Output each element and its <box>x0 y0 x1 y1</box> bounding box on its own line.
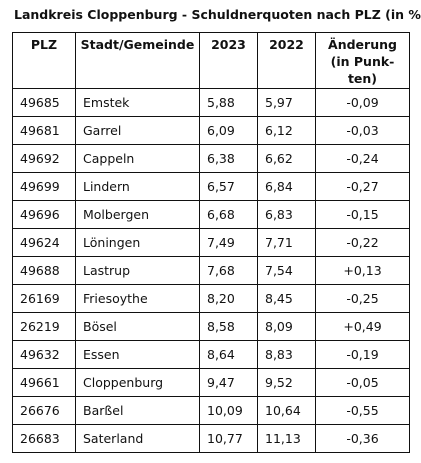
cell-plz: 49661 <box>12 368 76 397</box>
cell-2023: 6,68 <box>199 200 258 229</box>
header-plz: PLZ <box>12 32 76 89</box>
cell-plz: 49699 <box>12 172 76 201</box>
cell-2022: 6,12 <box>257 116 316 145</box>
cell-change: -0,27 <box>315 172 410 201</box>
header-city: Stadt/Gemeinde <box>75 32 200 89</box>
cell-city: Essen <box>75 340 200 369</box>
cell-2022: 8,09 <box>257 312 316 341</box>
cell-2023: 10,09 <box>199 396 258 425</box>
cell-change: -0,25 <box>315 284 410 313</box>
table-row: 26683 Saterland 10,77 11,13 -0,36 <box>12 424 410 453</box>
cell-plz: 49681 <box>12 116 76 145</box>
cell-change: -0,22 <box>315 228 410 257</box>
cell-city: Cloppenburg <box>75 368 200 397</box>
cell-change: -0,24 <box>315 144 410 173</box>
cell-plz: 26676 <box>12 396 76 425</box>
cell-2023: 6,09 <box>199 116 258 145</box>
cell-plz: 26169 <box>12 284 76 313</box>
table-row: 26676 Barßel 10,09 10,64 -0,55 <box>12 396 410 425</box>
cell-2023: 7,49 <box>199 228 258 257</box>
cell-city: Garrel <box>75 116 200 145</box>
table-row: 26169 Friesoythe 8,20 8,45 -0,25 <box>12 284 410 313</box>
cell-2022: 6,83 <box>257 200 316 229</box>
cell-2022: 5,97 <box>257 88 316 117</box>
cell-city: Löningen <box>75 228 200 257</box>
header-change: Änderung (in Punk-ten) <box>315 32 410 89</box>
cell-city: Cappeln <box>75 144 200 173</box>
cell-2023: 8,58 <box>199 312 258 341</box>
cell-plz: 49688 <box>12 256 76 285</box>
debtor-quota-table: PLZ Stadt/Gemeinde 2023 2022 Änderung (i… <box>12 32 410 453</box>
table-row: 49699 Lindern 6,57 6,84 -0,27 <box>12 172 410 201</box>
cell-plz: 49624 <box>12 228 76 257</box>
cell-2023: 6,38 <box>199 144 258 173</box>
cell-2023: 10,77 <box>199 424 258 453</box>
cell-2022: 7,54 <box>257 256 316 285</box>
cell-2023: 9,47 <box>199 368 258 397</box>
cell-plz: 49632 <box>12 340 76 369</box>
cell-2022: 8,45 <box>257 284 316 313</box>
cell-plz: 26683 <box>12 424 76 453</box>
cell-2022: 9,52 <box>257 368 316 397</box>
header-row: PLZ Stadt/Gemeinde 2023 2022 Änderung (i… <box>12 32 410 89</box>
table-row: 49632 Essen 8,64 8,83 -0,19 <box>12 340 410 369</box>
table-row: 49681 Garrel 6,09 6,12 -0,03 <box>12 116 410 145</box>
cell-change: -0,36 <box>315 424 410 453</box>
cell-2023: 7,68 <box>199 256 258 285</box>
table-title: Landkreis Cloppenburg - Schuldnerquoten … <box>14 7 421 22</box>
cell-change: -0,09 <box>315 88 410 117</box>
cell-2022: 6,62 <box>257 144 316 173</box>
cell-change: -0,03 <box>315 116 410 145</box>
table-body: 49685 Emstek 5,88 5,97 -0,09 49681 Garrel 6,09 6… <box>12 88 410 453</box>
cell-change: +0,49 <box>315 312 410 341</box>
cell-plz: 49692 <box>12 144 76 173</box>
cell-change: -0,19 <box>315 340 410 369</box>
cell-change: -0,15 <box>315 200 410 229</box>
cell-2022: 11,13 <box>257 424 316 453</box>
table-row: 49624 Löningen 7,49 7,71 -0,22 <box>12 228 410 257</box>
cell-city: Emstek <box>75 88 200 117</box>
header-2023: 2023 <box>199 32 258 89</box>
cell-change: +0,13 <box>315 256 410 285</box>
cell-change: -0,05 <box>315 368 410 397</box>
table-row: 49685 Emstek 5,88 5,97 -0,09 <box>12 88 410 117</box>
cell-2022: 6,84 <box>257 172 316 201</box>
cell-city: Saterland <box>75 424 200 453</box>
table-row: 49661 Cloppenburg 9,47 9,52 -0,05 <box>12 368 410 397</box>
cell-plz: 49696 <box>12 200 76 229</box>
cell-2023: 6,57 <box>199 172 258 201</box>
cell-plz: 26219 <box>12 312 76 341</box>
cell-city: Friesoythe <box>75 284 200 313</box>
header-2022: 2022 <box>257 32 316 89</box>
cell-city: Bösel <box>75 312 200 341</box>
cell-city: Lindern <box>75 172 200 201</box>
cell-2022: 7,71 <box>257 228 316 257</box>
cell-2022: 8,83 <box>257 340 316 369</box>
table-row: 49688 Lastrup 7,68 7,54 +0,13 <box>12 256 410 285</box>
cell-2022: 10,64 <box>257 396 316 425</box>
cell-plz: 49685 <box>12 88 76 117</box>
cell-city: Barßel <box>75 396 200 425</box>
table-row: 49692 Cappeln 6,38 6,62 -0,24 <box>12 144 410 173</box>
cell-city: Molbergen <box>75 200 200 229</box>
table-row: 26219 Bösel 8,58 8,09 +0,49 <box>12 312 410 341</box>
cell-2023: 5,88 <box>199 88 258 117</box>
table-row: 49696 Molbergen 6,68 6,83 -0,15 <box>12 200 410 229</box>
cell-2023: 8,64 <box>199 340 258 369</box>
cell-city: Lastrup <box>75 256 200 285</box>
cell-change: -0,55 <box>315 396 410 425</box>
cell-2023: 8,20 <box>199 284 258 313</box>
